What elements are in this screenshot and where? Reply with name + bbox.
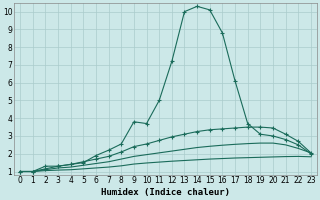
X-axis label: Humidex (Indice chaleur): Humidex (Indice chaleur) — [101, 188, 230, 197]
